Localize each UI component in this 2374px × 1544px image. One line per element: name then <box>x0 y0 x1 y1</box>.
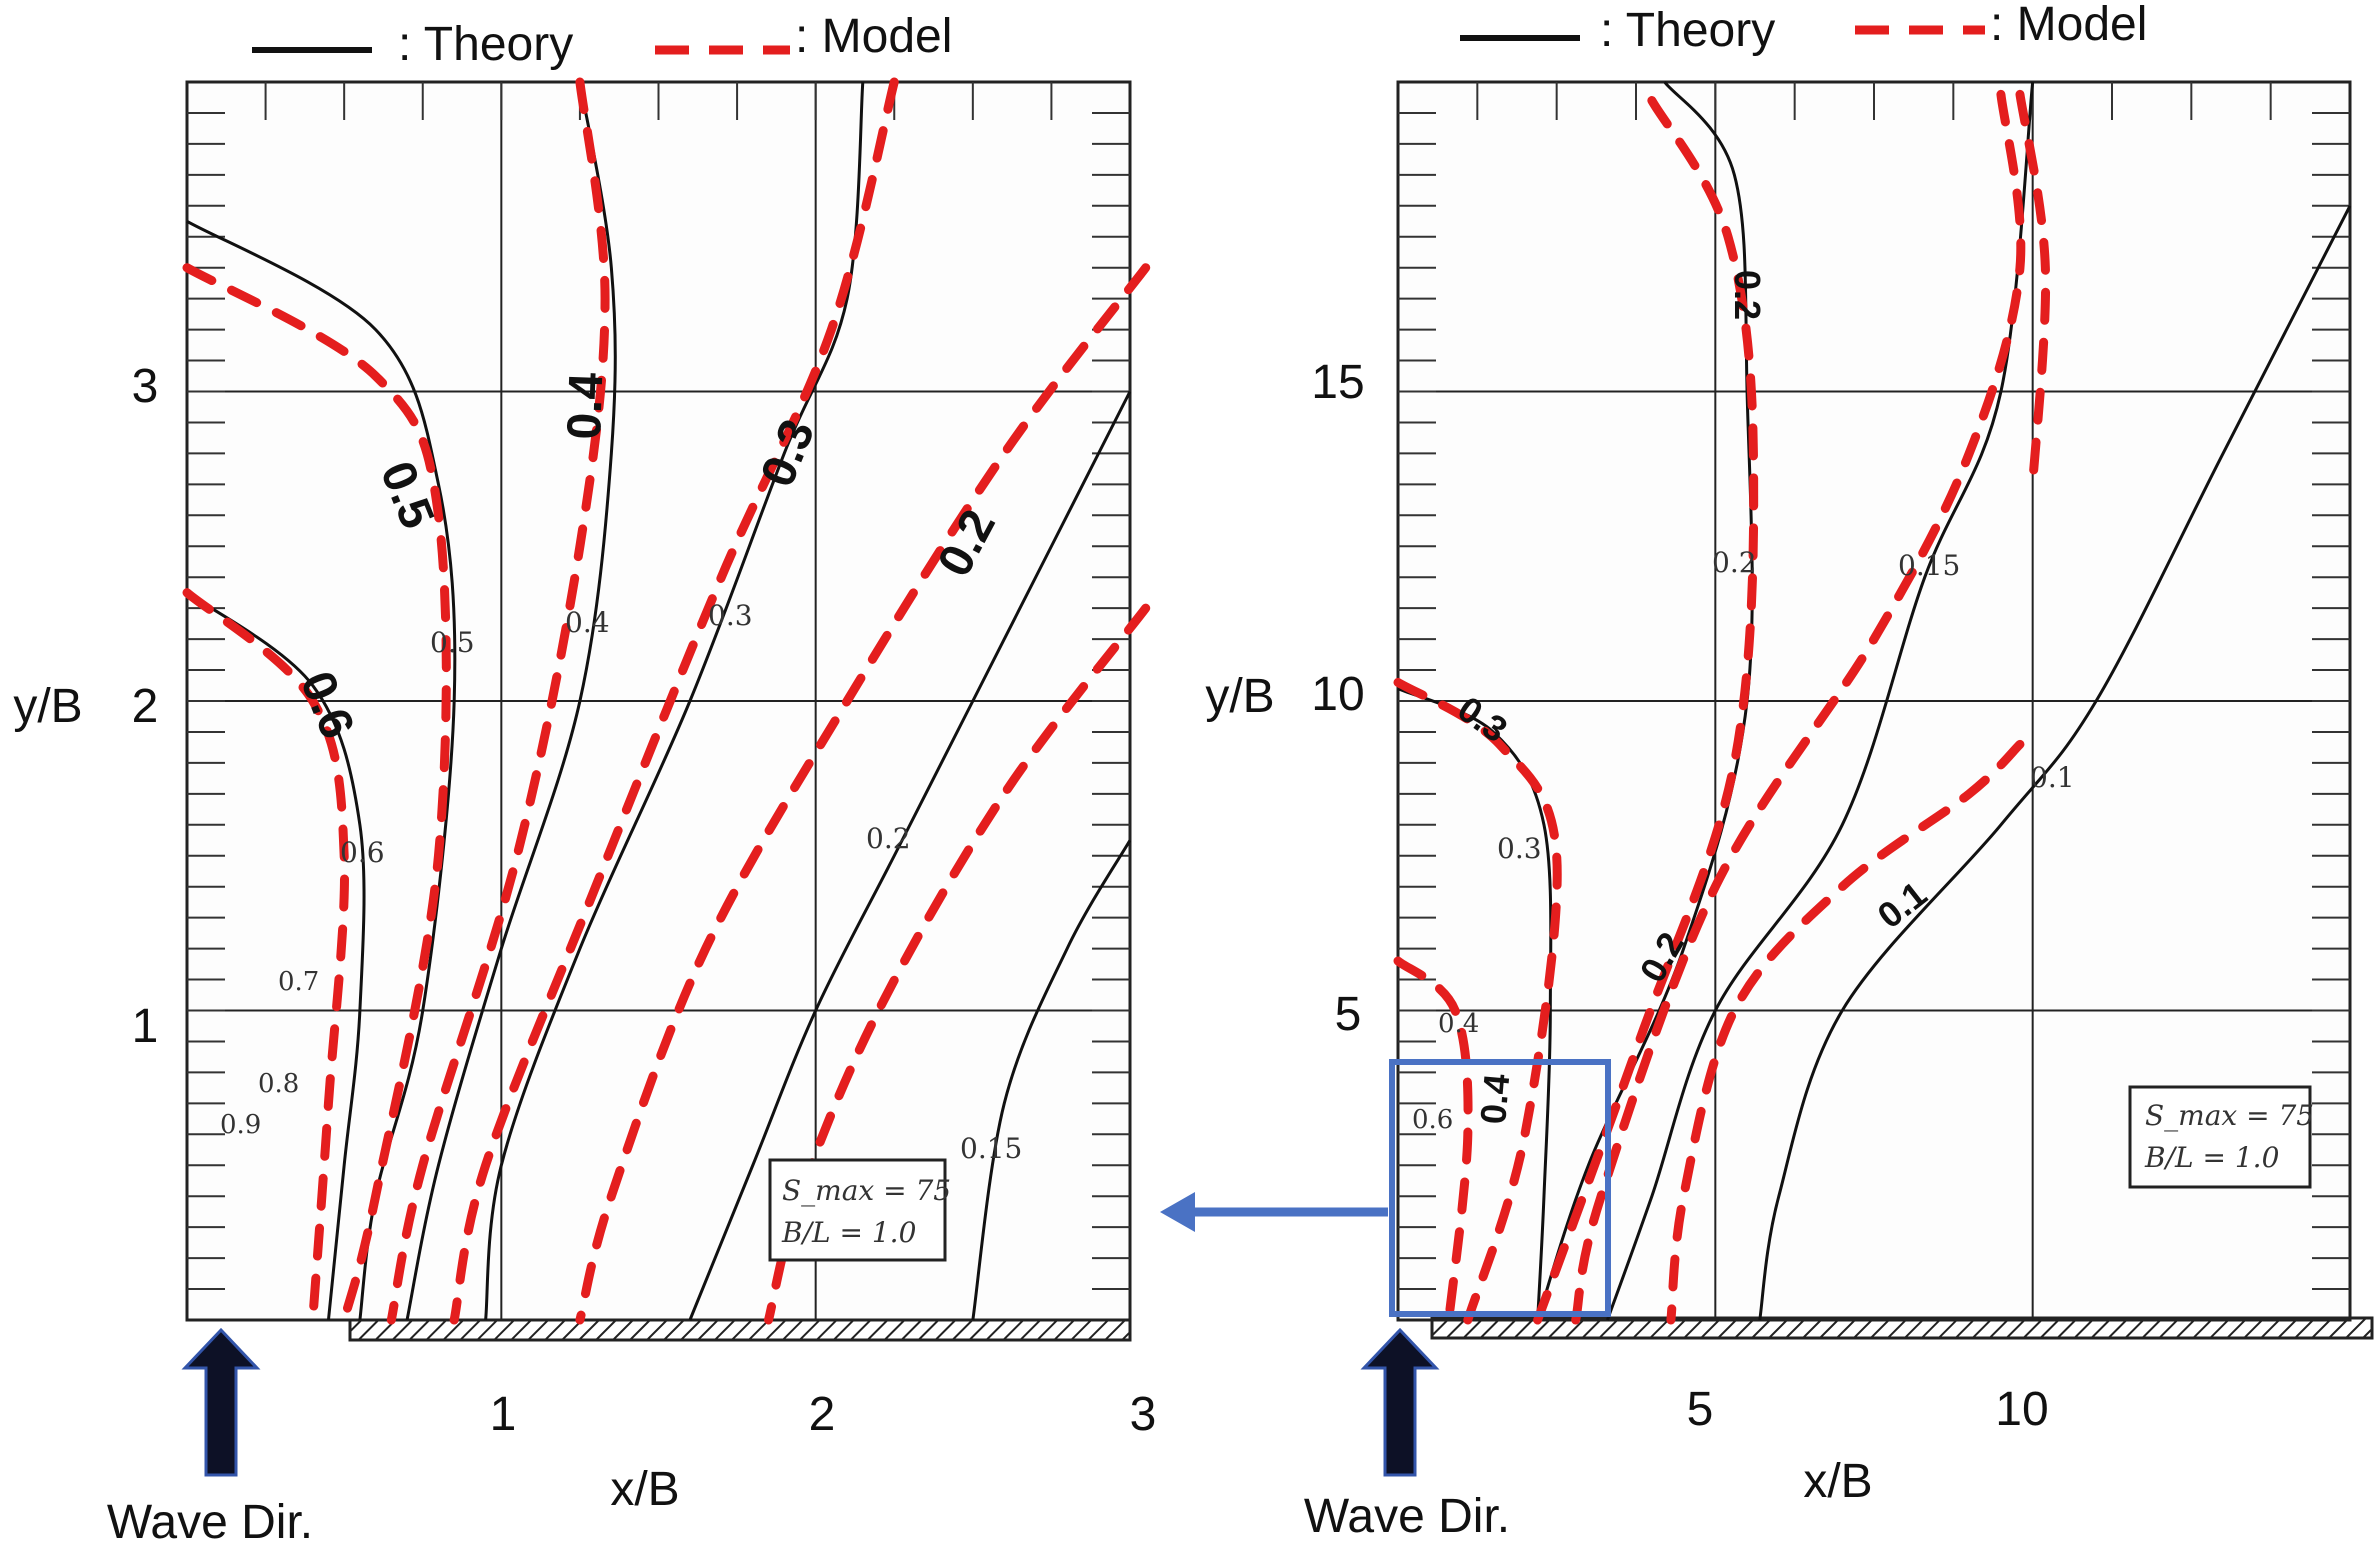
model-contour-0.1 <box>1666 739 2025 1325</box>
left-legend: : Theory : Model <box>252 10 952 71</box>
right-axis-labels: 5 10 5 10 15 x/B y/B <box>1205 356 2048 1508</box>
right-legend: : Theory : Model <box>1460 0 2147 57</box>
model-contour-0.4 <box>1393 956 1473 1325</box>
model-contour-0.2 <box>575 263 1151 1325</box>
x-tick-label: 2 <box>809 1388 836 1441</box>
contour-label: 0.4 <box>558 372 613 441</box>
x-tick-label: 10 <box>1995 1383 2048 1436</box>
left-model-lines <box>182 77 1151 1325</box>
left-theory-lines <box>186 81 1132 1321</box>
y-tick-label: 10 <box>1311 668 1364 721</box>
wave-arrow-icon <box>1360 1327 1440 1477</box>
contour-small-label: 0.2 <box>866 822 911 855</box>
wave-dir-label: Wave Dir. <box>1304 1490 1510 1543</box>
wave-dir-label: Wave Dir. <box>107 1496 313 1544</box>
contour-small-label: 0.3 <box>1497 832 1542 865</box>
y-tick-label: 1 <box>132 1000 159 1053</box>
theory-contour-0.5 <box>186 219 457 1321</box>
contour-small-label: 0.1 <box>2030 761 2075 794</box>
model-contour-0.3 <box>449 77 899 1325</box>
y-tick-label: 15 <box>1311 356 1364 409</box>
x-tick-label: 5 <box>1687 1383 1714 1436</box>
x-tick-label: 1 <box>490 1388 517 1441</box>
x-axis-label: x/B <box>1803 1455 1872 1508</box>
theory-contour-0.6 <box>186 591 366 1321</box>
right-gridlines <box>1398 82 2350 1320</box>
model-contour-0.5 <box>182 263 451 1325</box>
contour-small-label: 0.4 <box>1438 1009 1479 1039</box>
left-axis-labels: 1 2 3 1 2 3 x/B y/B <box>13 360 1156 1516</box>
legend-theory-label: : Theory <box>398 18 573 71</box>
theory-contour-0.15 <box>971 839 1132 1321</box>
legend-theory-label: : Theory <box>1600 4 1775 57</box>
contour-small-label: 0.2 <box>1712 546 1757 579</box>
theory-contour-0.1 <box>1758 205 2352 1321</box>
model-contour-0.3 <box>1393 677 1562 1325</box>
contour-small-label: 0.15 <box>1898 549 1960 582</box>
y-axis-label: y/B <box>1205 670 1274 723</box>
right-theory-lines <box>1397 81 2352 1321</box>
contour-small-label: 0.5 <box>430 626 475 659</box>
contour-small-label: 0.7 <box>278 967 319 997</box>
left-panel: : Theory : Model 0.5 0.4 0.3 0.2 0.6 0.5… <box>13 10 1156 1544</box>
model-contour-0.2 <box>1533 96 1759 1325</box>
model-contour-0.1 <box>2015 89 2051 489</box>
y-tick-label: 2 <box>132 680 159 733</box>
contour-small-label: 0.6 <box>1412 1105 1453 1135</box>
contour-small-label: 0.9 <box>220 1110 261 1140</box>
model-contour-0.6 <box>182 588 349 1325</box>
legend-model-label: : Model <box>1990 0 2147 51</box>
contour-small-label: 0.8 <box>258 1069 299 1099</box>
left-small-labels: 0.5 0.4 0.3 0.6 0.2 0.7 0.8 0.9 0.15 <box>220 599 1022 1165</box>
y-tick-label: 3 <box>132 360 159 413</box>
annotation-smax: S_max = 75 <box>782 1174 951 1207</box>
x-axis-label: x/B <box>610 1463 679 1516</box>
theory-contour-0.2 <box>688 390 1132 1321</box>
right-wave-direction: Wave Dir. <box>1304 1327 1510 1543</box>
zoom-region-box <box>1389 1059 1611 1317</box>
arrow-left-icon <box>1160 1192 1195 1232</box>
right-tick-marks <box>1398 82 2350 1291</box>
theory-contour-0.3 <box>484 81 865 1321</box>
legend-model-label: : Model <box>795 10 952 63</box>
wave-arrow-icon <box>181 1327 261 1477</box>
contour-label: 0.2 <box>1727 270 1768 320</box>
contour-small-label: 0.15 <box>960 1132 1022 1165</box>
contour-small-label: 0.4 <box>565 606 610 639</box>
model-contour-0.4 <box>386 77 610 1325</box>
right-breakwater <box>1430 1316 2374 1340</box>
annotation-bl: B/L = 1.0 <box>2144 1141 2279 1174</box>
y-tick-label: 5 <box>1335 988 1362 1041</box>
contour-small-label: 0.3 <box>708 599 753 632</box>
left-annotation-box: S_max = 75 B/L = 1.0 <box>768 1158 951 1262</box>
right-panel: : Theory : Model 0.2 0.3 0.2 0.1 0.4 0.2… <box>1160 0 2374 1543</box>
y-axis-label: y/B <box>13 680 82 733</box>
left-tick-marks <box>187 82 1130 1291</box>
left-breakwater <box>348 1318 1132 1342</box>
right-small-labels: 0.2 0.15 0.1 0.3 0.4 0.6 <box>1412 546 2075 1135</box>
left-wave-direction: Wave Dir. <box>107 1327 313 1544</box>
contour-label: 0.4 <box>1472 1072 1517 1125</box>
theory-contour-0.4 <box>405 81 617 1321</box>
contour-small-label: 0.6 <box>340 836 385 869</box>
annotation-smax: S_max = 75 <box>2145 1099 2314 1132</box>
theory-contour-0.15 <box>1606 81 2035 1321</box>
zoom-link-arrow <box>1160 1192 1388 1232</box>
x-tick-label: 3 <box>1130 1388 1157 1441</box>
annotation-bl: B/L = 1.0 <box>781 1216 916 1249</box>
theory-contour-0.3 <box>1397 687 1553 1321</box>
right-annotation-box: S_max = 75 B/L = 1.0 <box>2128 1085 2314 1189</box>
